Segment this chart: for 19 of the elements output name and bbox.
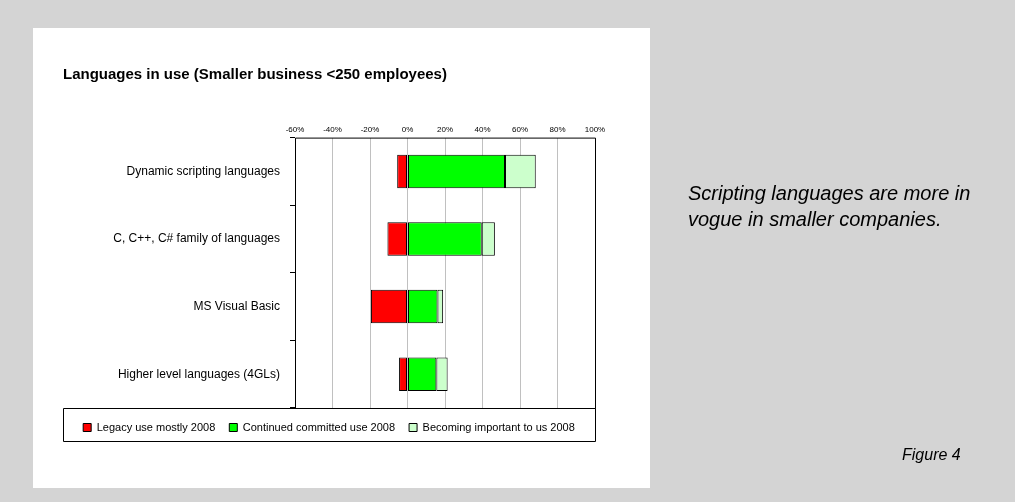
y-tick-label: C, C++, C# family of languages <box>113 231 280 246</box>
x-tick-label: 20% <box>436 125 454 134</box>
caption: Figure 4 <box>902 446 961 464</box>
text: Scripting languages are more in vogue in smaller companies. <box>688 181 972 232</box>
legend-label: Becoming important to us 2008 <box>422 420 575 433</box>
y-tick-label: MS Visual Basic <box>193 298 280 313</box>
x-tick-label: 0% <box>401 125 414 134</box>
legend-label: Continued committed use 2008 <box>242 420 396 433</box>
x-tick-label: 40% <box>474 125 491 134</box>
x-tick-label: -40% <box>323 125 342 134</box>
chart-title: Languages in use (Smaller business <250 employees) <box>63 65 447 83</box>
y-tick-label: Dynamic scripting languages <box>126 163 280 178</box>
x-tick-label: 60% <box>511 125 529 134</box>
y-tick-label: Higher level languages (4GLs) <box>117 366 280 381</box>
x-tick-label: 100% <box>584 125 606 134</box>
x-tick-label: -60% <box>285 125 305 134</box>
legend-label: Legacy use mostly 2008 <box>96 420 216 433</box>
x-tick-label: -20% <box>360 125 380 134</box>
x-tick-label: 80% <box>549 125 566 134</box>
